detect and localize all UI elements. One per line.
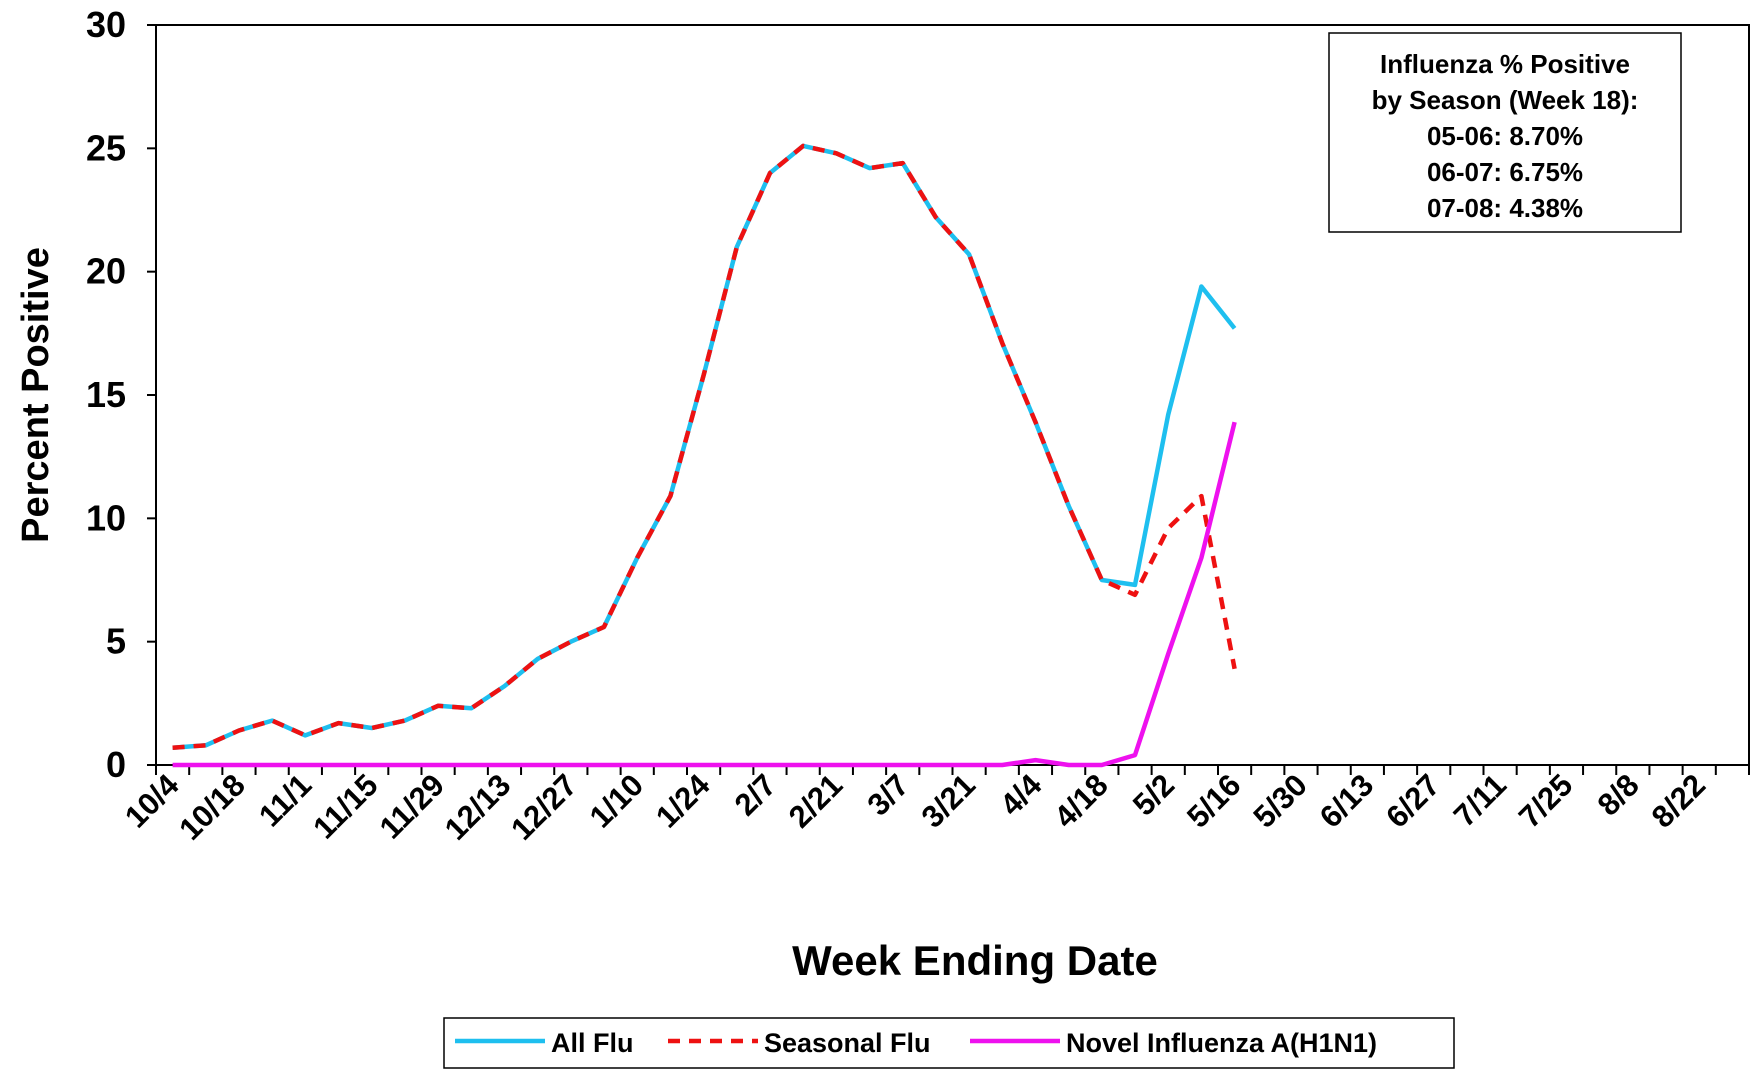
x-tick-label: 6/13 bbox=[1313, 767, 1380, 834]
x-tick-label: 8/8 bbox=[1591, 767, 1646, 822]
y-tick-label: 15 bbox=[86, 374, 126, 415]
y-tick-label: 10 bbox=[86, 497, 126, 538]
series-line bbox=[172, 421, 1237, 768]
x-axis-title: Week Ending Date bbox=[792, 937, 1158, 984]
x-tick-label: 6/27 bbox=[1379, 767, 1446, 834]
y-tick-label: 5 bbox=[106, 621, 126, 662]
legend-box bbox=[443, 1017, 1455, 1069]
x-tick-label: 12/13 bbox=[438, 767, 518, 847]
x-tick-label: 12/27 bbox=[504, 767, 584, 847]
x-tick-label: 3/7 bbox=[860, 767, 915, 822]
y-axis-title: Percent Positive bbox=[15, 247, 57, 543]
legend: All Flu Seasonal Flu Novel Influenza A(H1N… bbox=[443, 1017, 1455, 1069]
x-tick-label: 11/29 bbox=[373, 767, 451, 845]
x-tick-label: 8/22 bbox=[1645, 767, 1712, 834]
x-tick-label: 5/30 bbox=[1247, 767, 1314, 834]
y-tick-label: 30 bbox=[86, 4, 126, 45]
x-tick-label: 3/21 bbox=[915, 767, 982, 834]
x-tick-label: 4/4 bbox=[993, 767, 1049, 823]
annotation-text: 06-07: 6.75% bbox=[1427, 157, 1583, 187]
legend-label: Novel Influenza A(H1N1) bbox=[1066, 1028, 1377, 1058]
x-tick-label: 2/7 bbox=[728, 767, 783, 822]
series-line bbox=[172, 143, 1237, 750]
annotation-box bbox=[1328, 32, 1682, 233]
x-tick-label: 1/24 bbox=[649, 767, 717, 835]
annotation-text: 07-08: 4.38% bbox=[1427, 193, 1583, 223]
legend-label: Seasonal Flu bbox=[764, 1028, 931, 1058]
legend-label: All Flu bbox=[551, 1028, 634, 1058]
x-tick-label: 5/16 bbox=[1180, 767, 1247, 834]
y-tick-label: 20 bbox=[86, 251, 126, 292]
x-tick-label: 11/15 bbox=[306, 767, 384, 845]
y-tick-label: 0 bbox=[106, 744, 126, 785]
x-tick-label: 4/18 bbox=[1047, 767, 1114, 834]
annotation-text: 05-06: 8.70% bbox=[1427, 121, 1583, 151]
annotation-text: Influenza % Positive bbox=[1380, 49, 1630, 79]
x-tick-label: 7/25 bbox=[1512, 767, 1579, 834]
x-tick-label: 7/11 bbox=[1447, 767, 1513, 833]
annotation-text: by Season (Week 18): bbox=[1372, 85, 1639, 115]
x-tick-label: 10/18 bbox=[172, 767, 252, 847]
x-tick-label: 2/21 bbox=[782, 767, 849, 834]
x-tick-label: 1/10 bbox=[583, 767, 650, 834]
y-tick-label: 25 bbox=[86, 127, 126, 168]
x-tick-label: 5/2 bbox=[1126, 767, 1181, 822]
